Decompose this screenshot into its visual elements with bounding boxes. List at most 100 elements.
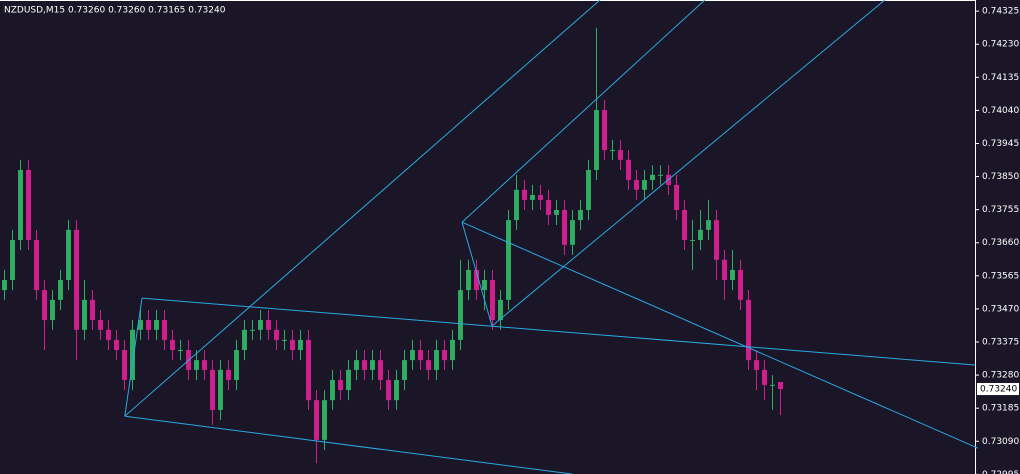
candle-body [770,384,775,386]
y-tick-label: 0.73280 [982,371,1019,381]
candle-body [394,379,399,401]
candle-body [498,299,503,321]
candle-body [58,280,63,300]
candle-body [42,290,47,321]
candle-body [98,320,103,330]
candle-body [690,239,695,241]
candle-body [730,269,735,281]
candle-body [618,150,623,160]
candle-body [450,339,455,361]
candle-body [146,320,151,330]
candle-body [322,400,327,440]
current-price-box [977,383,1019,396]
candle-body [346,369,351,391]
candle-body [330,379,335,401]
candle-body [682,210,687,240]
candle-body [474,269,479,291]
candle-body [434,350,439,370]
trend-line [124,298,143,417]
candle-body [338,379,343,391]
current-price-label: 0.73240 [980,385,1017,395]
candle-body [642,180,647,190]
candle-body [778,382,783,390]
candle-body [194,360,199,370]
candle-body [138,320,143,330]
candle-body [122,350,127,380]
candle-body [202,360,207,370]
candle-body [546,199,551,215]
candle-body [458,290,463,340]
candle-body [90,299,95,321]
y-tick-label: 0.73755 [982,205,1019,215]
candle-body [258,320,263,330]
candle-body [354,360,359,370]
candle-body [370,360,375,370]
y-tick-label: 0.73945 [982,139,1019,149]
candle-body [18,169,23,240]
candle-body [426,360,431,370]
candle-body [482,280,487,291]
candle-body [706,220,711,230]
candle-body [650,174,655,181]
trend-line [461,221,979,449]
candle-body [298,339,303,351]
candle-body [418,350,423,361]
candle-body [282,339,287,341]
candle-body [362,360,367,370]
candle-body [26,169,31,240]
candle-body [218,369,223,410]
trend-line [124,0,601,417]
candle-body [34,239,39,291]
plot-area [2,27,783,464]
candle-body [290,339,295,351]
y-tick-label: 0.73090 [982,437,1019,447]
y-tick-label: 0.74040 [982,106,1019,116]
candle-body [602,110,607,151]
candle-body [410,350,415,361]
candle-body [522,189,527,200]
candle-body [562,210,567,245]
y-tick-label: 0.74135 [982,73,1019,83]
candle-body [514,189,519,221]
candle-body [10,239,15,281]
candle-body [402,360,407,380]
candle-body [378,360,383,380]
y-tick-label: 0.73375 [982,338,1019,348]
candle-body [210,369,215,410]
candle-body [50,299,55,321]
candle-body [114,339,119,351]
candle-body [506,220,511,300]
candle-body [306,339,311,401]
candle-body [154,320,159,330]
candle-body [386,379,391,401]
candle-body [594,110,599,170]
candle-body [274,329,279,340]
candle-body [634,180,639,190]
candle-body [746,299,751,361]
candle-body [610,150,615,152]
y-tick-label: 0.73470 [982,304,1019,314]
candle-body [266,320,271,330]
candle-body [530,195,535,200]
candle-body [698,229,703,240]
candle-body [250,329,255,331]
trend-line [141,297,976,366]
candle-body [178,350,183,352]
trend-line [461,0,706,223]
candle-body [242,329,247,351]
candle-body [754,360,759,370]
candle-body [570,220,575,245]
candle-body [762,369,767,385]
candle-body [314,400,319,440]
y-tick-label: 0.73850 [982,172,1019,182]
y-tick-label: 0.74230 [982,40,1019,50]
trend-line [124,415,573,474]
candle-body [170,339,175,351]
candle-body [442,350,447,361]
candle-body [714,220,719,260]
candle-body [578,210,583,221]
y-tick-label: 0.73660 [982,238,1019,248]
candle-body [538,195,543,200]
